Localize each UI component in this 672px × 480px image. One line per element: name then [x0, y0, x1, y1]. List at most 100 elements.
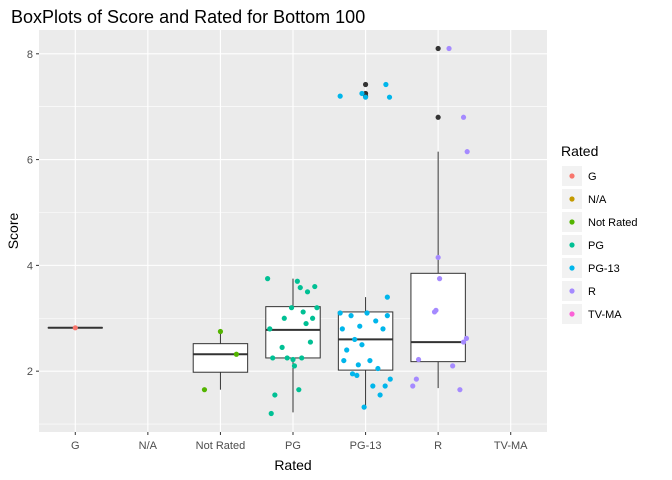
- data-point: [299, 355, 305, 361]
- data-point: [339, 326, 345, 332]
- x-axis-title: Rated: [274, 457, 311, 473]
- data-point: [217, 328, 224, 335]
- data-point: [354, 372, 360, 379]
- legend-item: PG: [562, 235, 604, 255]
- data-point: [464, 149, 470, 155]
- data-point: [375, 365, 381, 372]
- legend-swatch: [569, 288, 575, 294]
- x-tick-label: PG: [285, 440, 301, 452]
- data-point: [337, 93, 343, 99]
- chart-title: BoxPlots of Score and Rated for Bottom 1…: [11, 7, 365, 27]
- data-point: [341, 357, 347, 364]
- x-tick-label: N/A: [139, 440, 158, 452]
- legend: Rated G N/A Not Rated PG PG-13 R TV-MA: [561, 143, 638, 324]
- data-point: [460, 114, 467, 120]
- boxes-layer: [47, 151, 466, 413]
- legend-items: G N/A Not Rated PG PG-13 R TV-MA: [562, 166, 638, 324]
- box-pg-13: [337, 297, 394, 408]
- outlier-point: [435, 45, 441, 52]
- x-tick-label: G: [71, 440, 80, 452]
- data-point: [344, 347, 350, 353]
- outlier-point: [362, 90, 369, 97]
- data-point: [267, 326, 273, 332]
- y-tick-label: 2: [27, 366, 33, 378]
- legend-item: TV-MA: [562, 304, 622, 324]
- data-point: [387, 376, 393, 382]
- data-point: [291, 363, 298, 369]
- legend-label: Not Rated: [588, 217, 638, 229]
- box-iqr: [337, 311, 394, 371]
- data-point: [357, 323, 363, 329]
- legend-label: N/A: [588, 194, 607, 206]
- y-axis-title: Score: [5, 213, 21, 250]
- outlier-point: [362, 81, 369, 88]
- data-point: [463, 335, 470, 341]
- legend-label: PG: [588, 240, 604, 252]
- points-layer: [72, 45, 470, 417]
- x-tick-label: TV-MA: [494, 440, 528, 452]
- data-point: [279, 344, 285, 350]
- legend-swatch: [569, 173, 575, 179]
- legend-item: PG-13: [562, 258, 620, 278]
- data-point: [288, 305, 295, 311]
- data-point: [304, 289, 311, 295]
- legend-label: PG-13: [588, 263, 620, 275]
- data-point: [450, 363, 456, 369]
- data-point: [233, 351, 239, 357]
- data-point: [436, 276, 443, 282]
- legend-swatch: [569, 311, 575, 317]
- data-point: [460, 339, 467, 345]
- data-point: [294, 278, 300, 284]
- legend-label: R: [588, 286, 596, 298]
- legend-item: G: [562, 166, 597, 186]
- data-point: [265, 276, 271, 282]
- x-axis: G N/A Not Rated PG PG-13 R TV-MA: [71, 432, 528, 452]
- y-tick-label: 4: [27, 260, 33, 272]
- data-point: [309, 315, 316, 321]
- data-point: [410, 383, 416, 389]
- data-point: [377, 392, 383, 398]
- legend-item: R: [562, 281, 596, 301]
- data-point: [290, 356, 296, 363]
- y-axis: 2 4 6 8: [27, 49, 39, 378]
- data-point: [446, 45, 452, 52]
- x-tick-label: Not Rated: [196, 440, 246, 452]
- data-point: [352, 336, 358, 343]
- data-point: [370, 383, 376, 389]
- box-r: [410, 151, 466, 389]
- data-point: [312, 283, 318, 290]
- legend-swatch: [569, 196, 575, 202]
- data-point: [268, 410, 274, 417]
- data-point: [284, 355, 290, 361]
- data-point: [373, 318, 379, 324]
- data-point: [361, 404, 367, 410]
- data-point: [297, 284, 303, 291]
- data-point: [362, 94, 369, 100]
- data-point: [307, 339, 314, 345]
- box-pg: [265, 278, 321, 413]
- legend-swatch: [569, 242, 575, 248]
- data-point: [337, 310, 343, 316]
- data-point: [386, 94, 393, 100]
- data-point: [296, 387, 302, 393]
- outliers-layer: [362, 45, 441, 120]
- x-tick-label: R: [434, 440, 442, 452]
- box-not-rated: [192, 331, 249, 390]
- data-point: [384, 313, 390, 319]
- data-point: [359, 90, 365, 97]
- data-point: [415, 356, 422, 363]
- data-point: [201, 387, 208, 393]
- data-point: [435, 254, 441, 261]
- data-point: [303, 320, 309, 327]
- data-point: [272, 392, 278, 398]
- y-tick-label: 6: [27, 155, 33, 167]
- data-point: [314, 305, 320, 311]
- data-point: [355, 362, 361, 368]
- data-point: [382, 383, 388, 389]
- y-tick-label: 8: [27, 49, 33, 61]
- data-point: [367, 357, 373, 364]
- data-point: [364, 310, 370, 316]
- legend-item: Not Rated: [562, 212, 638, 232]
- legend-label: TV-MA: [588, 309, 622, 321]
